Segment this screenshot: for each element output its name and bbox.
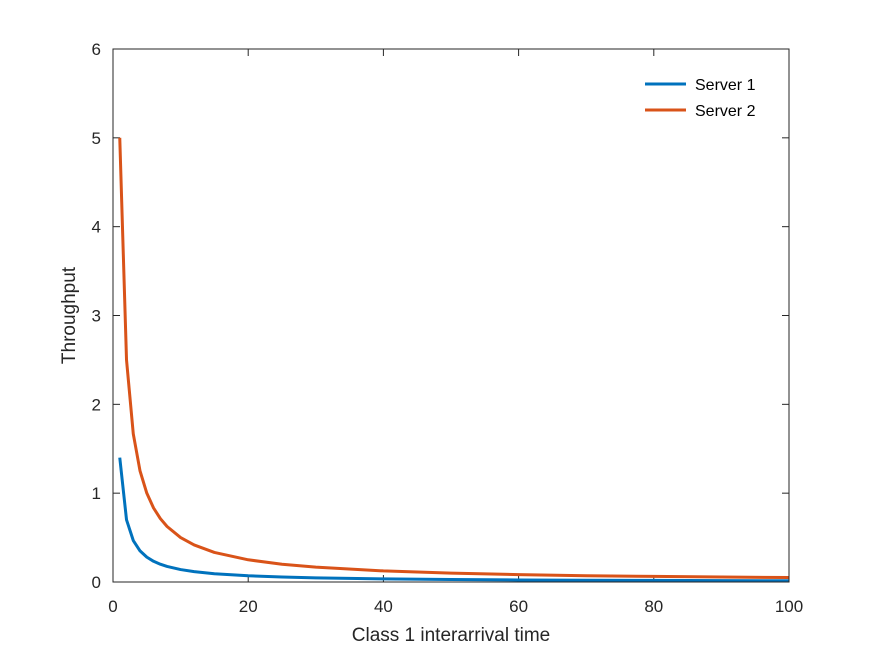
y-tick-label: 5 bbox=[92, 129, 101, 148]
series-line-server-1 bbox=[118, 457, 790, 583]
y-tick-label: 4 bbox=[92, 218, 101, 237]
y-tick-label: 2 bbox=[92, 395, 101, 414]
x-tick-label: 40 bbox=[374, 597, 393, 616]
plot-frame bbox=[112, 48, 790, 583]
y-tick-label: 0 bbox=[92, 573, 101, 592]
x-tick-label: 80 bbox=[644, 597, 663, 616]
series-layer bbox=[118, 137, 790, 583]
legend-label-server-1: Server 1 bbox=[695, 77, 756, 94]
x-tick-label: 20 bbox=[239, 597, 258, 616]
x-tick-label: 100 bbox=[775, 597, 803, 616]
legend-label-server-2: Server 2 bbox=[695, 103, 756, 120]
series-line-server-2 bbox=[118, 137, 790, 580]
legend-box bbox=[632, 66, 778, 126]
y-tick-label: 1 bbox=[92, 484, 101, 503]
y-tick-label: 3 bbox=[92, 307, 101, 326]
plot-area bbox=[113, 49, 789, 582]
ticks-layer: 0 20 40 60 80 100 0 1 2 3 4 5 6 bbox=[92, 40, 804, 616]
legend: Server 1 Server 2 bbox=[632, 66, 778, 126]
x-axis-label: Class 1 interarrival time bbox=[352, 625, 551, 646]
y-axis-label: Throughput bbox=[59, 266, 80, 364]
x-tick-label: 0 bbox=[108, 597, 117, 616]
y-tick-label: 6 bbox=[92, 40, 101, 59]
x-tick-label: 60 bbox=[509, 597, 528, 616]
